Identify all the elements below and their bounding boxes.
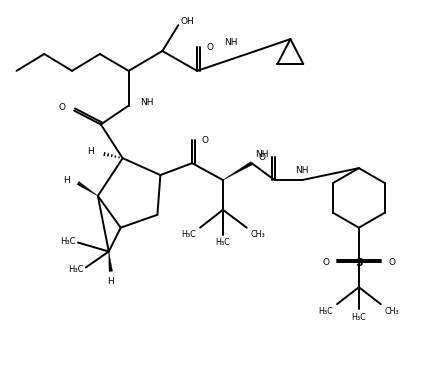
Text: S: S <box>355 258 362 268</box>
Text: NH: NH <box>295 166 309 175</box>
Text: NH: NH <box>254 150 268 159</box>
Text: H₃C: H₃C <box>352 313 366 322</box>
Text: NH: NH <box>141 98 154 107</box>
Text: O: O <box>259 153 265 162</box>
Text: CH₃: CH₃ <box>251 230 265 239</box>
Text: H₃C: H₃C <box>216 238 230 247</box>
Text: O: O <box>201 136 208 145</box>
Polygon shape <box>109 252 113 272</box>
Text: NH: NH <box>224 38 238 47</box>
Text: O: O <box>389 258 396 267</box>
Text: H: H <box>107 277 114 286</box>
Text: H₃C: H₃C <box>181 230 196 239</box>
Text: H₃C: H₃C <box>68 265 84 274</box>
Text: CH₃: CH₃ <box>385 307 400 316</box>
Text: O: O <box>206 43 213 51</box>
Text: OH: OH <box>180 17 194 26</box>
Text: O: O <box>322 258 329 267</box>
Text: H₃C: H₃C <box>318 307 333 316</box>
Polygon shape <box>223 162 253 180</box>
Text: H: H <box>87 147 94 156</box>
Text: O: O <box>58 103 65 112</box>
Text: H₃C: H₃C <box>60 237 76 246</box>
Text: H: H <box>63 175 70 185</box>
Polygon shape <box>77 182 98 196</box>
